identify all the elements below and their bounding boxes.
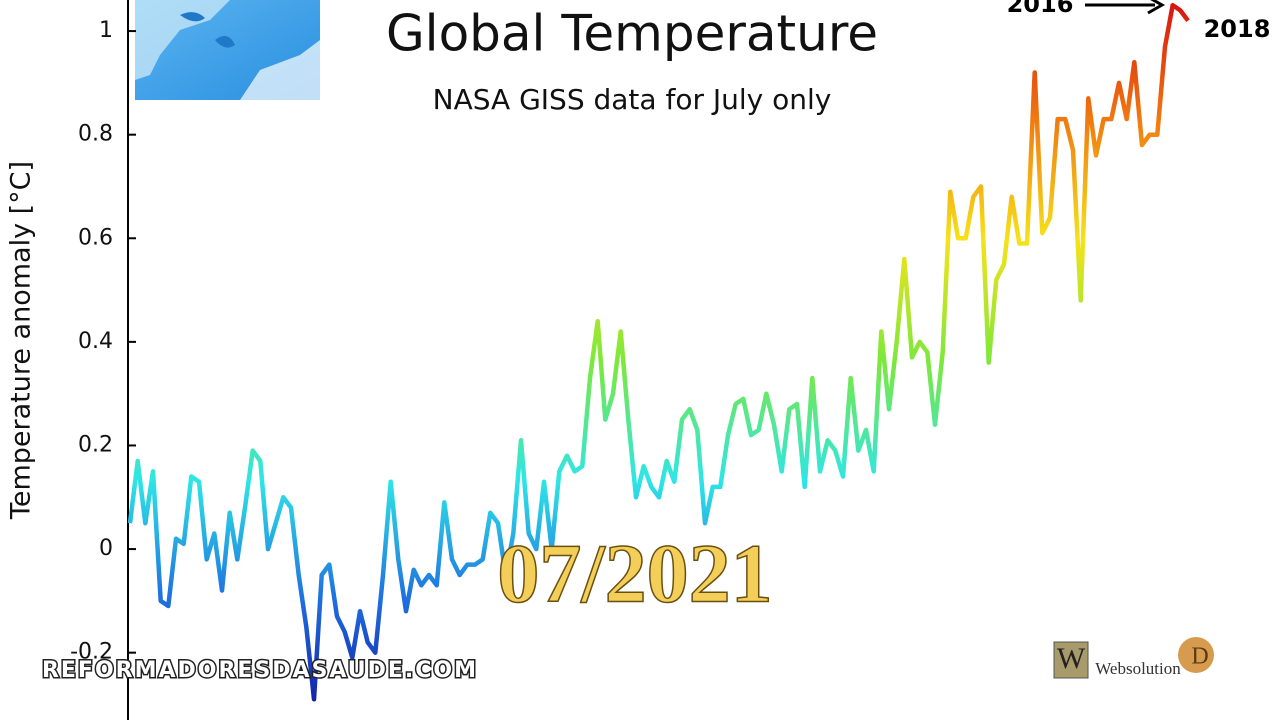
y-tick-label: 0.4	[78, 329, 113, 354]
y-tick-label: 0	[99, 536, 113, 561]
watermark: REFORMADORESDASAUDE.COM	[42, 658, 478, 683]
y-tick-label: 0.8	[78, 122, 113, 147]
chart-title: Global Temperature	[386, 5, 878, 63]
svg-text:D: D	[1191, 644, 1208, 670]
annotation: 2018	[1204, 15, 1271, 43]
watermark: Websolution	[1095, 659, 1181, 678]
annotation: 2016	[1007, 0, 1074, 18]
temperature-line	[127, 2, 1190, 702]
annotation-arrowhead	[1147, 0, 1166, 15]
y-tick-label: 1	[99, 18, 113, 43]
plot-area: -0.2 0 0.2 0.4 0.6 0.8 1	[70, 2, 1190, 702]
y-tick-label: 0.6	[78, 225, 113, 250]
logo: W D	[1053, 637, 1214, 679]
map-thumbnail	[135, 0, 320, 100]
y-tick-label: -0.2	[70, 640, 113, 665]
y-axis-label: Temperature anomaly [°C]	[6, 161, 37, 520]
chart-subtitle: NASA GISS data for July only	[433, 83, 832, 116]
date-overlay: 07/2021	[497, 527, 772, 620]
y-tick-label: 0.2	[78, 432, 113, 457]
svg-text:W: W	[1057, 642, 1086, 675]
